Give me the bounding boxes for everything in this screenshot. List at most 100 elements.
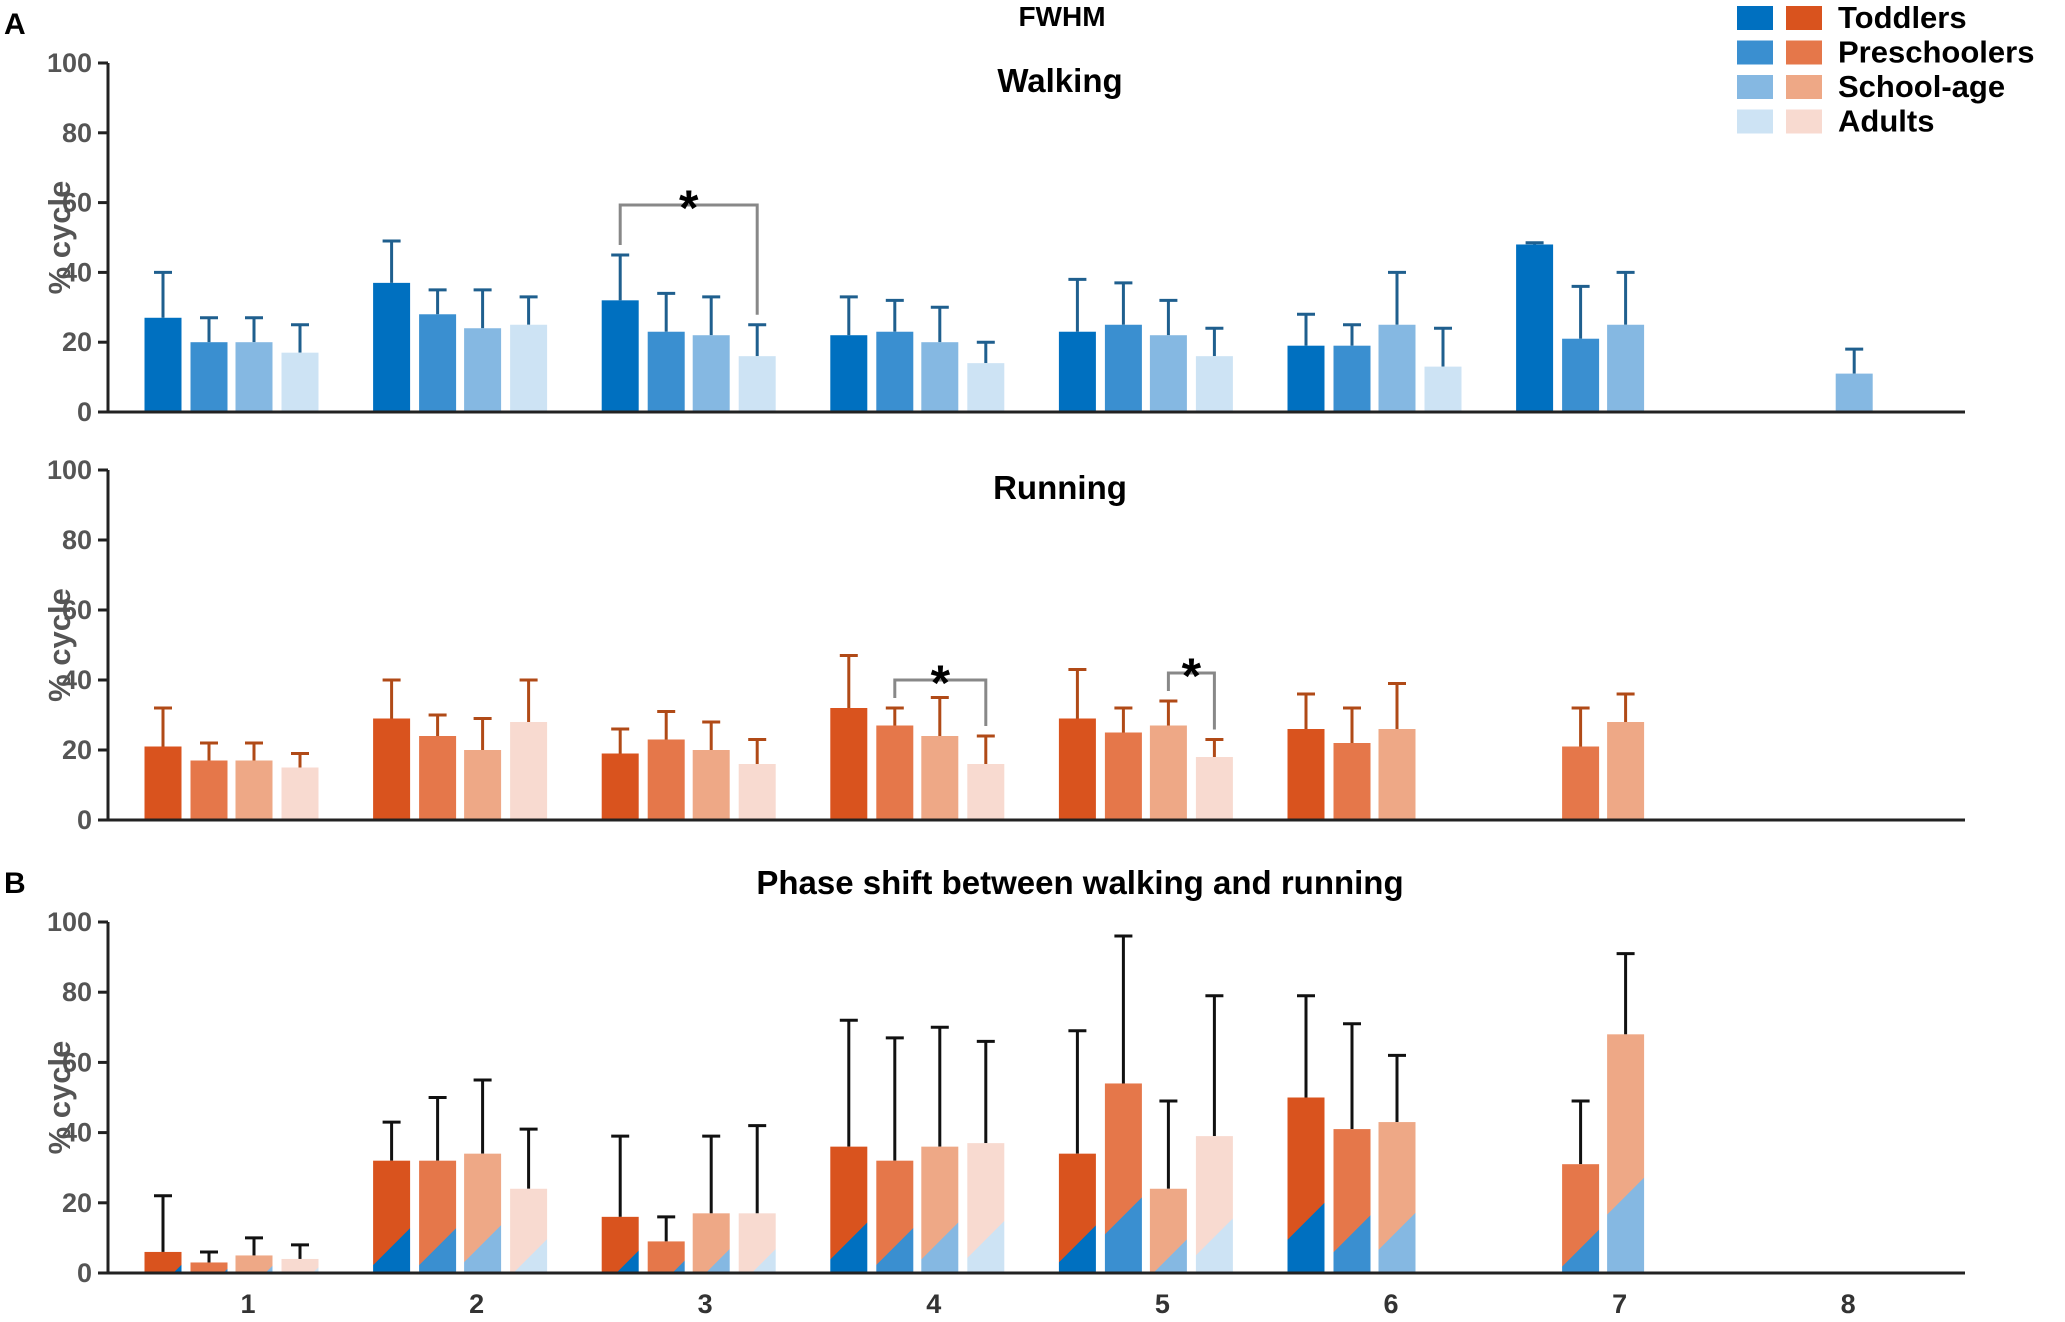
walking-bar-toddlers-7 (1516, 244, 1554, 412)
walking-bar-toddlers-5 (1058, 331, 1096, 412)
legend-swatch-running-adults (1786, 109, 1822, 134)
walking-bar-preschoolers-5 (1104, 324, 1142, 412)
running-y-tick-label: 100 (47, 455, 92, 485)
walking-bar-adults-6 (1424, 366, 1462, 412)
running-bar-school-age-1 (235, 760, 273, 820)
running-bar-preschoolers-3 (647, 739, 685, 820)
running-bar-preschoolers-6 (1333, 743, 1371, 820)
legend-swatch-walking-preschoolers (1737, 40, 1773, 65)
running-bar-adults-2 (510, 722, 548, 820)
walking-bar-school-age-7 (1607, 324, 1645, 412)
legend-swatch-running-toddlers (1786, 6, 1822, 30)
phase_shift-bar-school-age-2 (464, 1153, 502, 1273)
phase_shift-y-tick-label: 20 (62, 1188, 92, 1218)
phase_shift-bar-preschoolers-6 (1333, 1129, 1371, 1273)
phase_shift-y-tick-label: 60 (62, 1047, 92, 1077)
running-bar-adults-1 (281, 767, 319, 820)
running-bar-school-age-3 (692, 750, 730, 820)
phase_shift-bar-adults-3 (738, 1213, 776, 1273)
walking-title: Walking (997, 62, 1122, 99)
significance-star: * (679, 180, 699, 236)
phase_shift-bar-preschoolers-3 (647, 1241, 685, 1273)
walking-bar-toddlers-1 (144, 317, 182, 412)
phase_shift-bar-preschoolers-1 (190, 1262, 228, 1273)
phase_shift-y-tick-label: 80 (62, 977, 92, 1007)
legend-swatch-running-school-age (1786, 75, 1822, 99)
phase_shift-bar-toddlers-1 (144, 1251, 182, 1273)
running-bar-school-age-2 (464, 750, 502, 820)
running-bar-toddlers-1 (144, 746, 182, 820)
running-bar-school-age-4 (921, 736, 959, 820)
running-panel: Running 0 20 40 60 80 100 % cycle * * (42, 455, 1965, 835)
walking-bar-adults-2 (510, 324, 548, 412)
running-bar-school-age-6 (1378, 729, 1416, 820)
running-y-tick-label: 60 (62, 595, 92, 625)
walking-bar-adults-3 (738, 356, 776, 412)
x-tick-label: 2 (469, 1289, 484, 1319)
walking-bar-toddlers-3 (601, 300, 639, 412)
phase_shift-bar-adults-5 (1195, 1136, 1233, 1273)
phase_shift-bar-adults-1 (281, 1258, 319, 1273)
phase_shift-bar-adults-4 (967, 1143, 1005, 1273)
walking-bar-school-age-6 (1378, 324, 1416, 412)
running-bar-adults-5 (1195, 757, 1233, 820)
legend-label-preschoolers: Preschoolers (1838, 35, 2034, 70)
walking-bar-school-age-1 (235, 342, 273, 412)
running-bar-toddlers-5 (1058, 718, 1096, 820)
x-tick-label: 7 (1612, 1289, 1627, 1319)
phase_shift-bar-preschoolers-2 (419, 1160, 457, 1273)
phase_shift-bar-preschoolers-5 (1104, 1083, 1142, 1273)
significance-star: * (931, 655, 951, 711)
running-bar-toddlers-4 (830, 708, 868, 820)
walking-bar-preschoolers-4 (876, 331, 914, 412)
running-y-tick-label: 0 (77, 805, 92, 835)
x-tick-label: 5 (1155, 1289, 1170, 1319)
legend-swatch-running-preschoolers (1786, 40, 1822, 65)
legend-label-toddlers: Toddlers (1838, 0, 1967, 35)
legend-label-school-age: School-age (1838, 69, 2005, 104)
running-y-axis-label: % cycle (42, 588, 77, 702)
running-bar-toddlers-3 (601, 753, 639, 820)
phase_shift-title: Phase shift between walking and running (756, 864, 1403, 901)
walking-bar-preschoolers-3 (647, 331, 685, 412)
legend-swatch-walking-adults (1737, 109, 1773, 134)
walking-y-tick-label: 20 (62, 327, 92, 357)
figure-title: FWHM (1018, 1, 1105, 32)
phase_shift-bar-preschoolers-7 (1562, 1164, 1600, 1273)
walking-bar-school-age-5 (1149, 335, 1187, 412)
significance-bracket (618, 203, 759, 315)
phase-shift-panel: Phase shift between walking and running 0… (42, 864, 1965, 1319)
phase_shift-y-tick-label: 0 (77, 1258, 92, 1288)
walking-bar-adults-4 (967, 363, 1005, 412)
phase_shift-y-tick-label: 40 (62, 1118, 92, 1148)
walking-y-axis-label: % cycle (42, 181, 77, 295)
running-bar-preschoolers-7 (1562, 746, 1600, 820)
running-bar-toddlers-6 (1287, 729, 1325, 820)
walking-bar-adults-5 (1195, 356, 1233, 412)
phase_shift-bar-toddlers-4 (830, 1146, 868, 1273)
legend-swatch-walking-school-age (1737, 75, 1773, 99)
phase_shift-bar-school-age-4 (921, 1146, 959, 1273)
walking-bar-preschoolers-2 (419, 314, 457, 412)
walking-bar-preschoolers-6 (1333, 345, 1371, 412)
phase_shift-bar-toddlers-6 (1287, 1097, 1325, 1273)
x-tick-label: 1 (240, 1289, 255, 1319)
running-bar-preschoolers-5 (1104, 732, 1142, 820)
walking-bar-school-age-3 (692, 335, 730, 412)
running-y-tick-label: 80 (62, 525, 92, 555)
walking-bar-preschoolers-1 (190, 342, 228, 412)
running-bar-school-age-5 (1149, 725, 1187, 820)
phase_shift-bar-toddlers-2 (373, 1160, 411, 1273)
running-bar-toddlers-2 (373, 718, 411, 820)
walking-bar-school-age-4 (921, 342, 959, 412)
walking-y-tick-label: 40 (62, 257, 92, 287)
x-tick-label: 8 (1841, 1289, 1856, 1319)
phase_shift-bar-school-age-5 (1149, 1188, 1187, 1273)
running-bar-preschoolers-4 (876, 725, 914, 820)
phase_shift-bar-toddlers-3 (601, 1216, 639, 1273)
phase_shift-bar-school-age-7 (1607, 1034, 1645, 1273)
running-y-tick-label: 40 (62, 665, 92, 695)
running-title: Running (993, 469, 1127, 506)
